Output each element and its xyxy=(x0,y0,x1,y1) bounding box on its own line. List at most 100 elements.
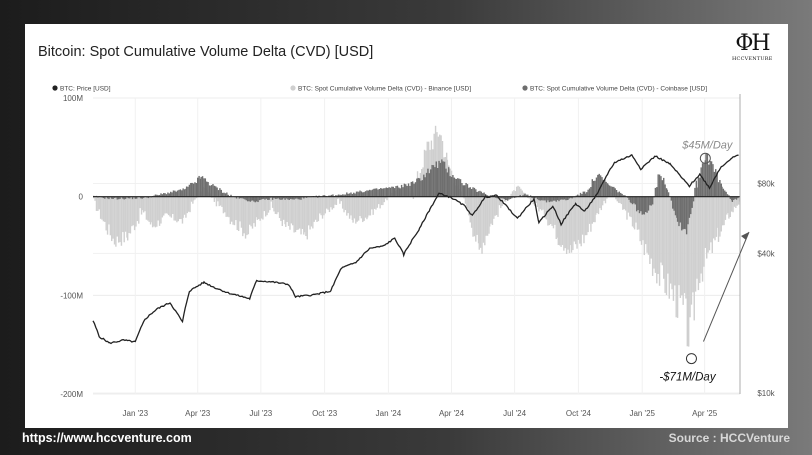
footer-url[interactable]: https://www.hccventure.com xyxy=(22,431,192,445)
binance-cvd-bar xyxy=(135,196,137,227)
binance-cvd xyxy=(93,125,741,347)
coinbase-cvd-bar xyxy=(476,191,478,197)
coinbase-cvd-bar xyxy=(605,181,607,197)
coinbase-cvd-bar xyxy=(551,196,553,202)
binance-cvd-bar xyxy=(236,196,238,231)
binance-cvd-bar xyxy=(668,196,670,299)
coinbase-cvd-bar xyxy=(506,196,509,201)
coinbase-cvd-bar xyxy=(486,195,489,197)
coinbase-cvd-bar xyxy=(212,184,214,197)
binance-cvd-bar xyxy=(528,196,530,199)
coinbase-cvd-bar xyxy=(380,188,382,197)
coinbase-cvd-bar xyxy=(298,196,301,200)
binance-cvd-bar xyxy=(176,196,178,223)
coinbase-cvd-bar xyxy=(529,195,532,197)
coinbase-cvd-bar xyxy=(441,159,443,197)
coinbase-cvd-bar xyxy=(353,192,355,197)
binance-cvd-bar xyxy=(364,196,367,218)
coinbase-cvd-bar xyxy=(511,196,513,199)
coinbase-cvd-bar xyxy=(446,172,449,197)
coinbase-cvd-bar xyxy=(635,196,638,212)
binance-cvd-bar xyxy=(305,196,307,237)
binance-cvd-bar xyxy=(651,196,654,276)
coinbase-cvd-bar xyxy=(400,184,403,197)
coinbase-cvd-bar xyxy=(175,191,177,197)
coinbase-cvd-bar xyxy=(547,196,549,201)
coinbase-cvd-bar xyxy=(438,160,440,197)
coinbase-cvd-bar xyxy=(483,192,485,197)
logo-mark-icon: ΦΗ xyxy=(735,31,770,56)
coinbase-cvd-bar xyxy=(357,191,359,197)
coinbase-cvd-bar xyxy=(141,196,143,199)
binance-cvd-bar xyxy=(260,196,263,219)
binance-cvd-bar xyxy=(663,196,665,279)
coinbase-cvd-bar xyxy=(140,196,142,199)
coinbase-cvd-bar xyxy=(344,194,347,197)
coinbase-cvd-bar xyxy=(699,177,701,197)
binance-cvd-bar xyxy=(366,196,369,218)
binance-cvd-bar xyxy=(164,196,166,214)
binance-cvd-bar xyxy=(357,196,360,221)
binance-cvd-bar xyxy=(728,196,730,219)
binance-cvd-bar xyxy=(166,196,168,214)
binance-cvd-bar xyxy=(278,196,281,219)
coinbase-cvd-bar xyxy=(591,179,593,197)
coinbase-cvd-bar xyxy=(522,195,524,197)
binance-cvd-bar xyxy=(286,196,288,223)
binance-cvd-bar xyxy=(520,188,522,197)
coinbase-cvd-bar xyxy=(363,192,365,197)
binance-cvd-bar xyxy=(214,196,216,199)
binance-cvd-bar xyxy=(644,196,647,245)
binance-cvd-bar xyxy=(375,196,377,210)
binance-cvd-bar xyxy=(213,196,216,202)
binance-cvd-bar xyxy=(233,196,236,226)
coinbase-cvd-bar xyxy=(435,161,437,197)
coinbase-cvd-bar xyxy=(351,193,354,197)
coinbase-cvd-bar xyxy=(594,180,596,197)
binance-cvd-bar xyxy=(689,196,691,318)
coinbase-cvd-bar xyxy=(168,193,170,197)
binance-cvd-bar xyxy=(188,196,190,212)
binance-cvd-bar xyxy=(126,196,129,241)
binance-cvd-bar xyxy=(714,196,716,241)
coinbase-cvd-bar xyxy=(341,194,344,197)
coinbase-cvd-bar xyxy=(482,193,484,197)
binance-cvd-bar xyxy=(306,196,308,240)
binance-cvd-bar xyxy=(514,191,517,197)
binance-cvd-bar xyxy=(717,196,720,242)
coinbase-cvd-bar xyxy=(731,196,734,202)
binance-cvd-bar xyxy=(494,196,496,216)
coinbase-cvd-bar xyxy=(468,187,470,197)
binance-cvd-bar xyxy=(294,196,297,233)
coinbase-cvd-bar xyxy=(111,196,113,199)
coinbase-cvd-bar xyxy=(464,185,466,197)
coinbase-cvd-bar xyxy=(502,196,504,199)
binance-cvd-bar xyxy=(269,196,271,211)
coinbase-cvd-bar xyxy=(607,184,609,197)
binance-cvd-bar xyxy=(281,196,284,227)
binance-cvd-bar xyxy=(289,196,291,230)
coinbase-cvd-bar xyxy=(590,186,592,197)
binance-cvd-bar xyxy=(573,196,575,242)
coinbase-cvd-bar xyxy=(112,196,114,200)
binance-cvd-bar xyxy=(481,196,483,254)
coinbase-cvd-bar xyxy=(161,194,164,197)
binance-cvd-bar xyxy=(189,196,191,213)
coinbase-cvd-bar xyxy=(678,196,680,227)
coinbase-cvd-bar xyxy=(195,183,198,197)
binance-cvd-bar xyxy=(592,196,595,223)
coinbase-cvd-bar xyxy=(332,194,334,197)
binance-cvd-bar xyxy=(707,196,709,253)
binance-cvd-bar xyxy=(112,196,114,239)
binance-cvd-bar xyxy=(228,196,230,218)
binance-cvd-bar xyxy=(355,196,357,224)
coinbase-cvd-bar xyxy=(644,196,647,213)
coinbase-cvd-bar xyxy=(371,189,374,197)
annotation-label: -$71M/Day xyxy=(659,372,716,384)
binance-cvd-bar xyxy=(317,196,320,222)
coinbase-cvd-bar xyxy=(691,196,693,208)
coinbase-cvd-bar xyxy=(135,196,138,199)
coinbase-cvd-bar xyxy=(717,182,720,197)
coinbase-cvd-bar xyxy=(248,196,250,202)
x-tick-label: Apr '24 xyxy=(439,409,465,418)
